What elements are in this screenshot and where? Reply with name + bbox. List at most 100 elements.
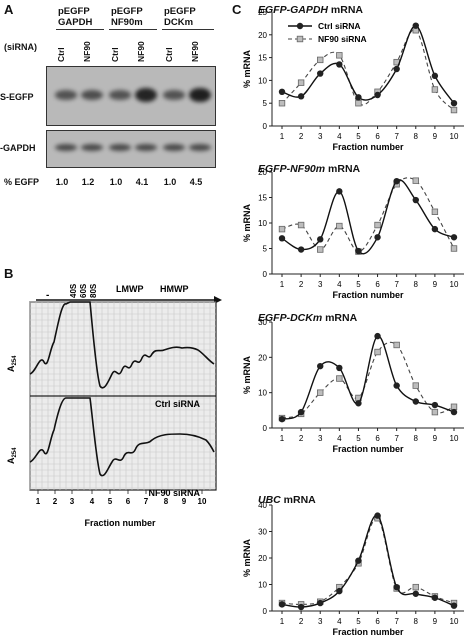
chart-1: 0 5 10 15 20 25 1 2 3 4 5 6 7 8 9 10 % mRNA Fraction numb…: [242, 8, 464, 152]
profile-frame: [29, 301, 217, 491]
ctrl-point: [336, 188, 343, 195]
x-tick-label: 10: [450, 617, 459, 626]
ctrl-point: [336, 364, 343, 372]
ctrl-point: [412, 590, 419, 597]
egfp-band: [81, 90, 103, 100]
nf90-point: [297, 79, 305, 86]
y-tick-label: 10: [258, 76, 267, 85]
x-axis-label: Fraction number: [332, 142, 404, 152]
y-axis-label: % mRNA: [242, 50, 252, 89]
x-tick-label: 7: [394, 617, 399, 626]
ctrl-point: [278, 601, 286, 608]
panel-c-letter: C: [232, 2, 242, 17]
ctrl-series-line: [281, 179, 455, 255]
marker-40s: 40S: [69, 283, 78, 298]
x-tick-label: 8: [414, 434, 419, 443]
fraction-ticks: 1 2 3 4 5 6 7 8 9 10: [36, 490, 207, 506]
y-tick-label: 20: [258, 554, 267, 563]
y-axis-label: % mRNA: [242, 539, 252, 578]
y-tick-label: 20: [258, 353, 267, 362]
lane-2-label: NF90: [82, 41, 92, 62]
y-tick-label: 20: [258, 31, 267, 40]
fraction-tick-label: 6: [126, 497, 131, 506]
ctrl-point: [450, 408, 458, 416]
ctrl-point: [393, 382, 400, 389]
fraction-tick-label: 9: [182, 497, 187, 506]
ctrl-point: [278, 235, 286, 242]
ctrl-point: [297, 603, 305, 611]
nf90-point: [336, 375, 343, 382]
y-tick-label: 40: [258, 501, 267, 510]
y-tick-label: 0: [263, 270, 268, 279]
marker-lmwp: LMWP: [116, 284, 144, 294]
pct-value-4: 4.1: [135, 177, 149, 187]
gapdh-band: [81, 144, 103, 151]
header-underline-2: [109, 29, 157, 30]
egfp-band: [109, 90, 131, 100]
ylabel-top: A254: [6, 355, 18, 372]
trace-label-nf90: NF90 siRNA: [148, 488, 200, 498]
x-tick-label: 8: [414, 132, 419, 141]
gapdh-band: [163, 144, 185, 151]
y-axis-label: % mRNA: [242, 204, 252, 243]
nf90-point: [317, 246, 324, 253]
lane-3-label: Ctrl: [110, 47, 120, 62]
ctrl-point: [374, 234, 381, 241]
gapdh-blot: [46, 130, 216, 168]
header-nf90m: pEGFP NF90m: [111, 6, 143, 28]
x-tick-label: 2: [299, 280, 304, 289]
x-tick-label: 4: [337, 617, 342, 626]
x-tick-label: 10: [450, 132, 459, 141]
x-tick-label: 4: [337, 132, 342, 141]
y-tick-label: 5: [263, 99, 268, 108]
chart-3-title: EGFP-DCKm mRNA: [258, 312, 358, 324]
gapdh-band: [189, 144, 211, 151]
ctrl-point: [317, 362, 324, 370]
nf90-point: [317, 389, 324, 396]
ctrl-point: [431, 401, 439, 409]
ctrl-point: [355, 247, 362, 255]
ctrl-trace: [29, 301, 215, 389]
ctrl-point: [355, 557, 362, 564]
x-tick-label: 1: [280, 434, 285, 443]
x-tick-label: 9: [433, 280, 438, 289]
x-tick-label: 2: [299, 132, 304, 141]
nf90-series-line: [281, 29, 455, 111]
x-tick-label: 10: [450, 434, 459, 443]
pct-value-5: 1.0: [163, 177, 177, 187]
egfp-band: [163, 90, 185, 100]
ctrl-point: [278, 88, 286, 96]
chart-3: 0 10 20 30 1 2 3 4 5 6 7 8 9 10 % mRNA Fraction number: [242, 318, 464, 454]
nf90-point: [450, 403, 458, 410]
legend-nf90-label: NF90 siRNA: [318, 34, 367, 44]
x-tick-label: 3: [318, 132, 323, 141]
nf90-point: [278, 225, 286, 233]
lane-1-label: Ctrl: [56, 47, 66, 62]
nf90-point: [374, 348, 381, 356]
ctrl-point: [278, 415, 286, 423]
nf90-point: [412, 177, 419, 184]
panel-b-letter: B: [4, 266, 14, 281]
x-tick-label: 4: [337, 434, 342, 443]
x-tick-label: 5: [356, 434, 361, 443]
egfp-band: [135, 88, 157, 102]
marker-dash: -: [46, 290, 49, 301]
x-tick-label: 7: [394, 434, 399, 443]
nf90-point: [412, 583, 419, 591]
x-tick-label: 1: [280, 280, 285, 289]
x-tick-label: 1: [280, 617, 285, 626]
x-tick-label: 10: [450, 280, 459, 289]
legend-ctrl-label: Ctrl siRNA: [318, 21, 361, 31]
nf90-series-line: [281, 177, 455, 253]
fraction-tick-label: 4: [90, 497, 95, 506]
x-tick-label: 5: [356, 617, 361, 626]
gapdh-blot-label: -GAPDH: [0, 143, 36, 153]
x-tick-label: 3: [318, 434, 323, 443]
egfp-blot: [46, 66, 216, 126]
trace-label-ctrl: Ctrl siRNA: [155, 399, 201, 409]
x-tick-label: 8: [414, 617, 419, 626]
x-tick-label: 7: [394, 132, 399, 141]
panel-a-letter: A: [4, 2, 14, 17]
nf90-point: [431, 86, 439, 93]
pct-egfp-label: % EGFP: [4, 177, 40, 187]
